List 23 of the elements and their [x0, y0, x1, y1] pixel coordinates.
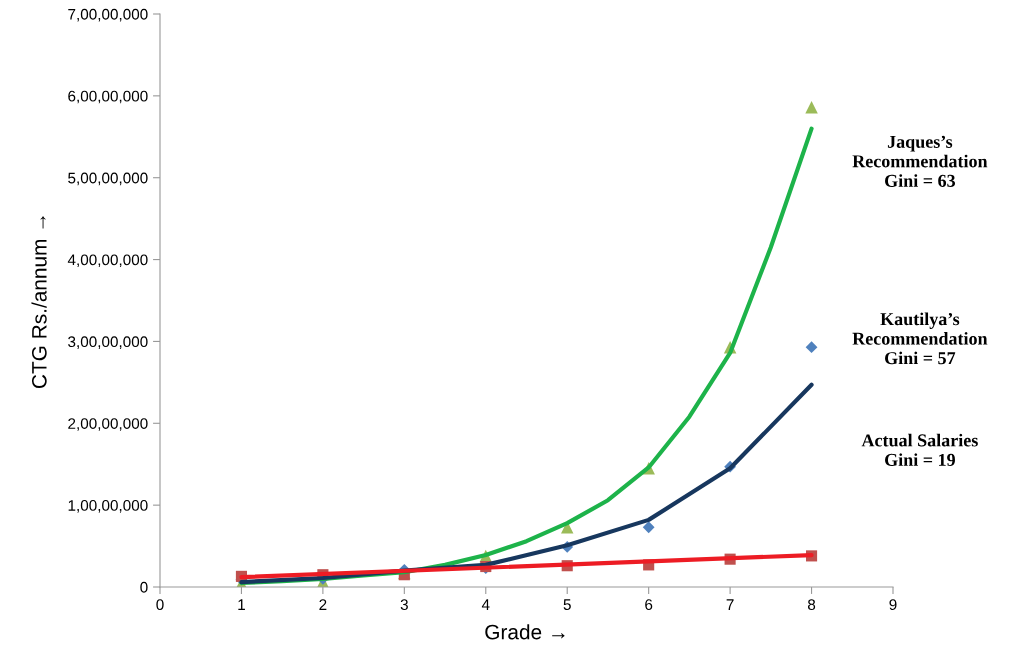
text: Actual Salaries Gini = 19	[861, 433, 978, 466]
x-tick-label: 9	[889, 599, 897, 611]
y-tick-label: 7,00,00,000	[68, 8, 148, 22]
text: Jaques’s Recommendation Gini = 63	[852, 135, 988, 187]
y-tick-label: 4,00,00,000	[67, 254, 148, 268]
x-tick-label: 7	[726, 599, 734, 610]
x-tick-label: 1	[238, 599, 245, 610]
y-axis-title: CTG Rs./annum →	[31, 216, 47, 388]
text: Kautilya’s Recommendation Gini = 57	[852, 312, 988, 365]
y-tick-label: 5,00,00,000	[68, 172, 148, 186]
x-tick-label: 0	[156, 599, 164, 611]
y-tick-label: 3,00,00,000	[68, 336, 148, 349]
x-tick-label: 6	[645, 599, 653, 611]
x-tick-label: 5	[563, 599, 571, 611]
y-tick-label: 1,00,00,000	[68, 500, 148, 513]
y-tick-label: 2,00,00,000	[68, 418, 148, 431]
x-axis-title: Grade →	[485, 624, 565, 640]
x-tick-label: 2	[319, 599, 327, 610]
y-tick-label: 6,00,00,000	[68, 90, 148, 104]
x-tick-label: 4	[481, 599, 490, 610]
x-tick-label: 8	[807, 599, 816, 611]
x-tick-label: 3	[400, 599, 408, 611]
y-tick-label: 0	[140, 581, 148, 593]
